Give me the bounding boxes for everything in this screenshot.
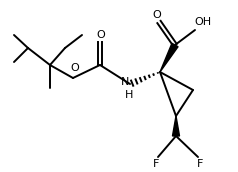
Text: O: O bbox=[97, 30, 105, 40]
Text: N: N bbox=[121, 77, 129, 87]
Polygon shape bbox=[173, 116, 179, 136]
Text: O: O bbox=[153, 10, 161, 20]
Text: F: F bbox=[153, 159, 159, 169]
Text: OH: OH bbox=[194, 17, 212, 27]
Polygon shape bbox=[160, 43, 178, 72]
Text: H: H bbox=[125, 90, 133, 100]
Text: F: F bbox=[197, 159, 203, 169]
Text: O: O bbox=[71, 63, 79, 73]
